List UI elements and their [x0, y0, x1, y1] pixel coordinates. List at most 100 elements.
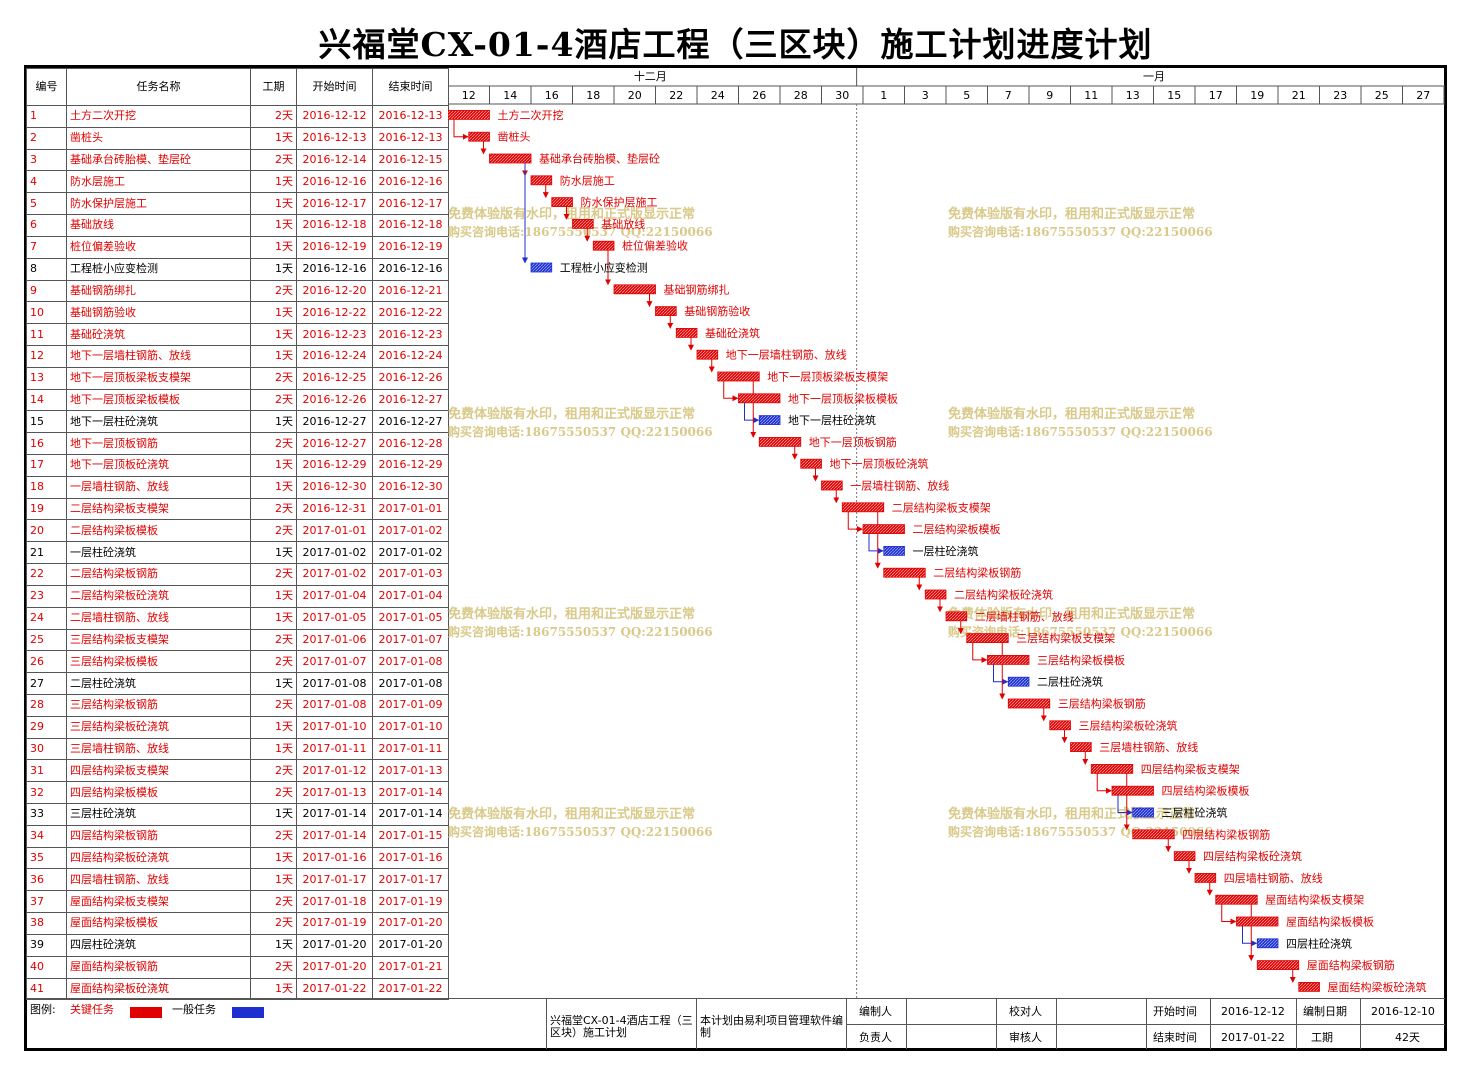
table-row: 30 三层墙柱钢筋、放线 1天 2017-01-11 2017-01-11: [26, 737, 449, 761]
task-no: 32: [26, 781, 67, 804]
task-duration: 2天: [250, 890, 297, 914]
task-end: 2016-12-16: [372, 170, 449, 194]
task-no: 5: [26, 192, 67, 216]
task-bar-label: 一层柱砼浇筑: [913, 544, 979, 558]
task-name: 四层结构梁板模板: [66, 781, 251, 804]
start-value: 2016-12-12: [1221, 1005, 1285, 1018]
task-bar: [1194, 873, 1217, 883]
legend-normal-label: 一般任务: [172, 1003, 216, 1016]
table-row: 36 四层墙柱钢筋、放线 1天 2017-01-17 2017-01-17: [26, 868, 449, 892]
task-no: 16: [26, 432, 67, 455]
task-start: 2017-01-12: [296, 759, 373, 783]
task-duration: 1天: [250, 170, 297, 194]
col-header-end: 结束时间: [372, 68, 449, 106]
legend-critical-label: 关键任务: [70, 1003, 114, 1016]
task-name: 防水层施工: [66, 170, 251, 194]
table-row: 7 桩位偏差验收 1天 2016-12-19 2016-12-19: [26, 235, 449, 259]
task-bar: [592, 240, 615, 251]
task-duration: 2天: [250, 388, 297, 412]
chart-frame: [24, 65, 1447, 1051]
watermark-text: 购买咨询电话:18675550537 QQ:22150066: [448, 224, 713, 239]
task-bar-label: 四层结构梁板钢筋: [1182, 827, 1270, 841]
task-name: 基础钢筋验收: [66, 301, 251, 325]
task-rows: 1 土方二次开挖 2天 2016-12-12 2016-12-13 2 凿桩头 1天 2016-…: [26, 105, 449, 1001]
task-bar-label: 二层墙柱钢筋、放线: [975, 609, 1074, 623]
task-no: 21: [26, 541, 67, 565]
task-no: 37: [26, 890, 67, 914]
day-label: 18: [586, 89, 600, 102]
table-row: 32 四层结构梁板模板 2天 2017-01-13 2017-01-14: [26, 781, 449, 804]
date-value: 2016-12-10: [1371, 1005, 1435, 1018]
watermark-text: 免费体验版有水印，租用和正式版显示正常: [948, 606, 1195, 622]
compiler-label: 编制人: [859, 1005, 892, 1018]
task-duration: 2天: [250, 628, 297, 652]
day-label: 11: [1084, 89, 1098, 102]
task-end: 2017-01-13: [372, 759, 449, 783]
day-label: 5: [963, 89, 970, 102]
task-end: 2016-12-28: [372, 432, 449, 455]
task-bar: [530, 175, 553, 186]
end-label: 结束时间: [1153, 1031, 1197, 1044]
task-end: 2017-01-01: [372, 497, 449, 521]
dependency-links: [453, 119, 1296, 983]
day-label: 24: [711, 89, 725, 102]
table-row: 11 基础砼浇筑 1天 2016-12-23 2016-12-23: [26, 323, 449, 346]
task-bar: [448, 110, 490, 120]
task-bar: [1298, 982, 1320, 992]
task-duration: 2天: [250, 563, 297, 586]
table-row: 34 四层结构梁板钢筋 2天 2017-01-14 2017-01-15: [26, 824, 449, 848]
task-name: 地下一层墙柱钢筋、放线: [66, 344, 251, 368]
task-end: 2017-01-20: [372, 933, 449, 957]
task-name: 地下一层顶板砼浇筑: [66, 454, 251, 477]
col-header-name: 任务名称: [66, 68, 251, 106]
task-start: 2017-01-18: [296, 890, 373, 914]
task-bar: [1256, 960, 1300, 970]
task-bar-label: 工程桩小应变检测: [560, 261, 648, 275]
task-bar-label: 基础砼浇筑: [705, 326, 760, 340]
task-end: 2017-01-07: [372, 628, 449, 652]
task-start: 2017-01-01: [296, 519, 373, 543]
footer-panel: 图例: 关键任务 一般任务 兴福堂CX-01-4酒店工程（三区块）施工计划 本计…: [26, 998, 1445, 1049]
task-end: 2017-01-22: [372, 977, 449, 1001]
table-row: 35 四层结构梁板砼浇筑 1天 2017-01-16 2017-01-16: [26, 846, 449, 870]
task-bar: [1007, 698, 1051, 709]
task-start: 2017-01-10: [296, 715, 373, 739]
task-bar-label: 防水保护层施工: [581, 195, 658, 209]
day-label: 22: [669, 89, 683, 102]
task-no: 17: [26, 454, 67, 477]
task-end: 2017-01-08: [372, 672, 449, 695]
task-no: 11: [26, 323, 67, 346]
task-start: 2016-12-23: [296, 323, 373, 346]
task-bar: [800, 458, 822, 469]
task-bar: [1132, 829, 1175, 840]
task-end: 2016-12-19: [372, 235, 449, 259]
col-header-no: 编号: [26, 68, 67, 106]
table-row: 17 地下一层顶板砼浇筑 1天 2016-12-29 2016-12-29: [26, 454, 449, 477]
task-duration: 2天: [250, 432, 297, 455]
table-row: 4 防水层施工 1天 2016-12-16 2016-12-16: [26, 170, 449, 194]
task-name: 屋面结构梁板砼浇筑: [66, 977, 251, 1001]
task-bar-label: 屋面结构梁板砼浇筑: [1328, 980, 1427, 994]
table-row: 38 屋面结构梁板模板 2天 2017-01-19 2017-01-20: [26, 912, 449, 935]
task-bar-label: 防水层施工: [560, 173, 615, 187]
task-name: 二层结构梁板砼浇筑: [66, 584, 251, 608]
task-bar-label: 三层结构梁板钢筋: [1058, 697, 1146, 711]
task-bar-label: 基础钢筋验收: [684, 304, 750, 318]
task-name: 基础承台砖胎模、垫层砼: [66, 148, 251, 172]
task-name: 二层柱砼浇筑: [66, 672, 251, 695]
table-row: 24 二层墙柱钢筋、放线 1天 2017-01-05 2017-01-05: [26, 606, 449, 630]
task-duration: 1天: [250, 344, 297, 368]
project-name: 兴福堂CX-01-4酒店工程（三区块）施工计划: [550, 1014, 693, 1039]
task-bar-label: 二层结构梁板钢筋: [933, 566, 1021, 580]
task-end: 2016-12-27: [372, 410, 449, 434]
task-duration: 1天: [250, 475, 297, 499]
task-bar-label: 二层柱砼浇筑: [1037, 675, 1103, 689]
task-duration: 1天: [250, 584, 297, 608]
task-bar-label: 四层结构梁板支模架: [1141, 762, 1240, 776]
task-bar: [655, 306, 677, 317]
task-name: 工程桩小应变检测: [66, 257, 251, 281]
task-name: 基础放线: [66, 214, 251, 237]
task-no: 13: [26, 366, 67, 390]
end-value: 2017-01-22: [1221, 1031, 1285, 1044]
task-table: 编号 任务名称 工期 开始时间 结束时间 1 土方二次开挖 2天 2016-12-12…: [26, 68, 449, 1001]
